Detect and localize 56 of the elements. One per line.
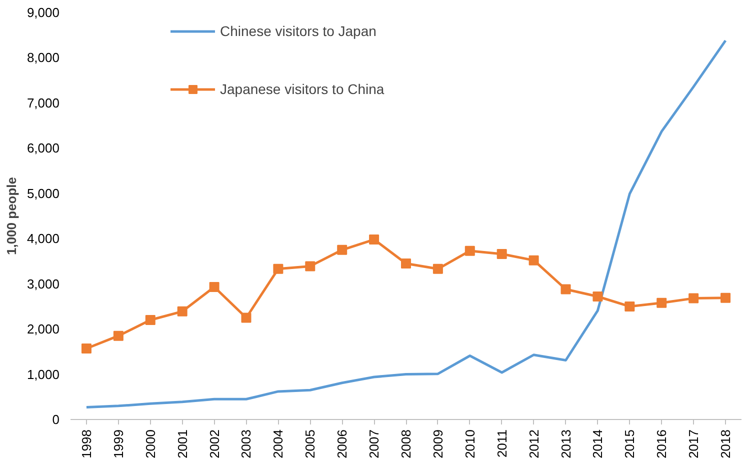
y-tick-label: 4,000 — [26, 231, 60, 246]
x-tick-label: 2018 — [718, 430, 734, 458]
y-axis-title: 1,000 people — [4, 176, 19, 256]
legend-label: Japanese visitors to China — [220, 81, 384, 97]
point — [560, 284, 571, 294]
x-tick-label: 2014 — [590, 430, 606, 458]
x-tick-label: 2011 — [494, 429, 510, 458]
point — [81, 344, 92, 354]
x-tick-label: 2002 — [206, 430, 222, 458]
line-series — [85, 39, 727, 409]
point — [209, 282, 220, 292]
y-tick-label: 1,000 — [26, 366, 60, 382]
point — [369, 234, 380, 245]
x-tick-label: 2004 — [270, 430, 286, 458]
point — [241, 312, 252, 323]
y-tick-label: 0 — [52, 412, 60, 427]
x-tick-label: 2006 — [334, 430, 350, 458]
point — [720, 292, 731, 303]
point — [113, 330, 124, 341]
point — [145, 315, 156, 326]
point — [337, 244, 348, 255]
x-tick-label: 2003 — [238, 430, 254, 458]
x-tick-label: 1999 — [110, 430, 126, 458]
point — [432, 264, 443, 274]
point — [401, 258, 411, 268]
point — [273, 264, 284, 274]
x-tick-label: 2010 — [462, 430, 478, 458]
legend-label: Chinese visitors to Japan — [220, 23, 376, 39]
x-tick-label: 2012 — [526, 430, 542, 458]
point — [656, 298, 667, 308]
x-tick-label: 1998 — [78, 430, 94, 458]
y-tick-label: 2,000 — [26, 322, 60, 337]
y-tick-label: 8,000 — [26, 50, 60, 66]
x-tick-label: 2009 — [430, 430, 446, 458]
x-tick-label: 2001 — [174, 430, 190, 458]
point — [464, 246, 475, 256]
point — [305, 261, 316, 272]
y-tick-label: 5,000 — [26, 186, 60, 201]
x-tick-label: 2000 — [142, 430, 158, 458]
x-tick-label: 2005 — [302, 430, 318, 458]
x-tick-label: 2015 — [622, 430, 638, 458]
x-tick-label: 2016 — [654, 430, 670, 458]
x-tick-label: 2017 — [686, 430, 702, 458]
point — [528, 255, 539, 266]
y-tick-label: 6,000 — [26, 140, 60, 156]
point — [624, 301, 635, 312]
x-tick-label: 2008 — [398, 430, 414, 458]
x-tick-label: 2013 — [558, 430, 574, 458]
point — [177, 306, 188, 316]
x-tick-label: 2007 — [366, 430, 382, 458]
point — [592, 291, 603, 302]
y-tick-label: 3,000 — [26, 276, 60, 292]
y-tick-label: 9,000 — [26, 5, 60, 20]
point — [496, 248, 507, 259]
point — [688, 293, 699, 304]
y-tick-label: 7,000 — [26, 95, 60, 110]
